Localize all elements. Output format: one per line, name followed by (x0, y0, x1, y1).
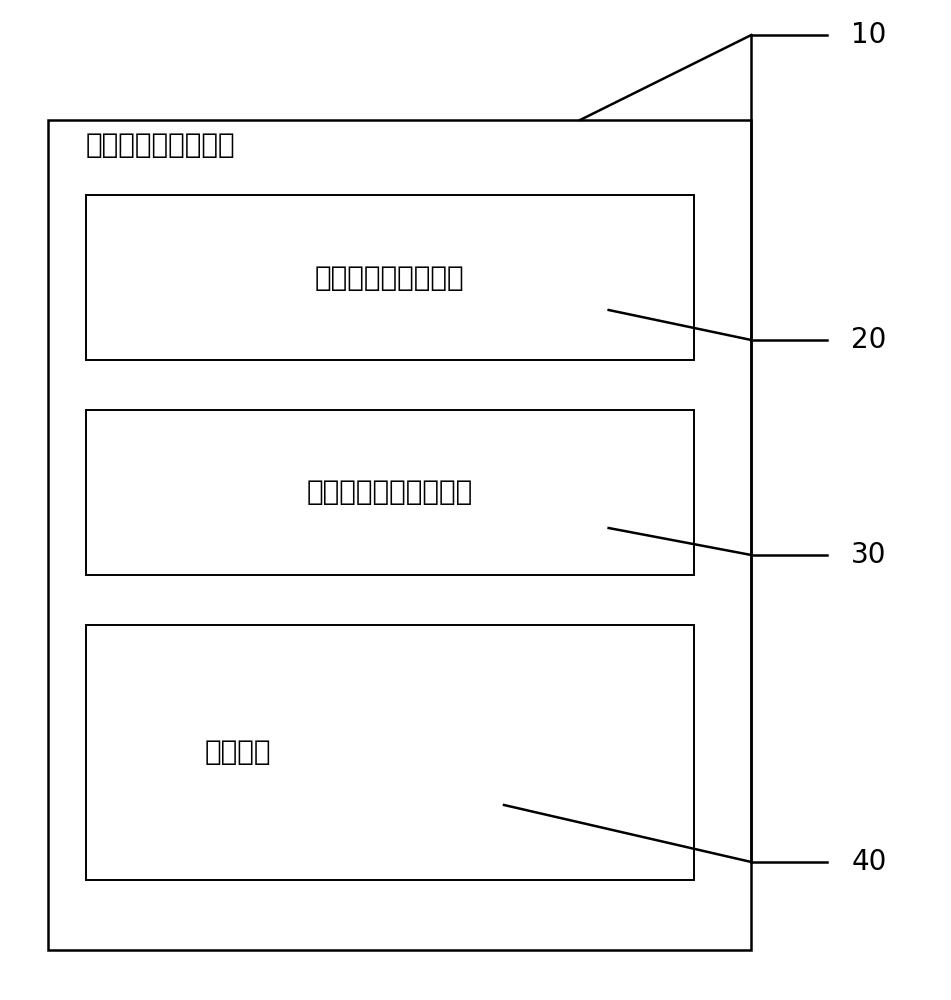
Bar (86, 625, 694, 880)
Bar (86, 195, 694, 360)
Text: 示波器及其控制界面: 示波器及其控制界面 (315, 264, 465, 292)
Text: 40: 40 (851, 848, 886, 876)
Bar (86, 410, 694, 575)
Text: 测试平台: 测试平台 (204, 738, 271, 766)
Text: 10: 10 (851, 21, 886, 49)
Text: 30: 30 (851, 541, 886, 569)
Bar (48, 120, 751, 950)
Text: 脉冲发生器及测试设备: 脉冲发生器及测试设备 (307, 478, 473, 506)
Text: 主回路性能测试装置: 主回路性能测试装置 (86, 131, 235, 159)
Text: 20: 20 (851, 326, 886, 354)
